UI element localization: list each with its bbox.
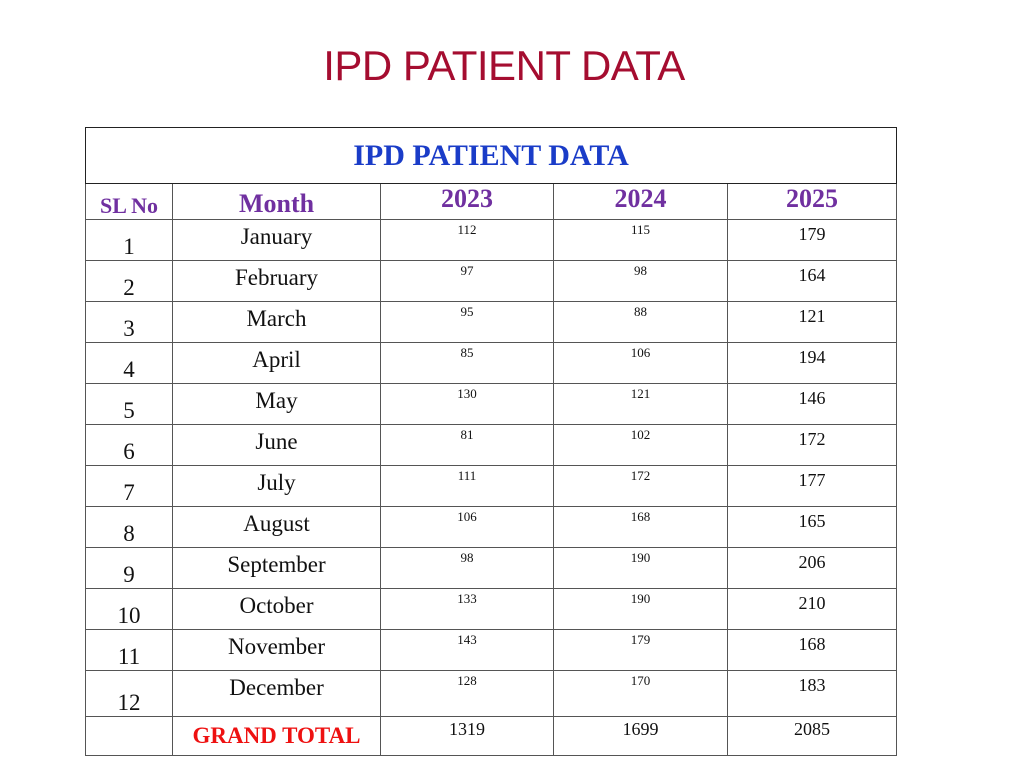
value-2024-cell: 121 xyxy=(553,383,728,425)
month-cell: October xyxy=(172,588,381,630)
value-2024-cell: 190 xyxy=(553,547,728,589)
value-2025-cell: 194 xyxy=(726,342,898,384)
value-2023-cell: 106 xyxy=(380,506,554,548)
value-2023-cell: 130 xyxy=(380,383,554,425)
grand-total-2025: 2085 xyxy=(726,716,898,756)
value-2023-cell: 97 xyxy=(380,260,554,302)
value-2024-cell: 190 xyxy=(553,588,728,630)
value-2024-cell: 115 xyxy=(553,219,728,261)
value-2025-cell: 206 xyxy=(726,547,898,589)
grand-total-label: GRAND TOTAL xyxy=(172,716,381,756)
month-cell: March xyxy=(172,301,381,343)
table-caption-row: IPD PATIENT DATA xyxy=(84,127,898,184)
table-row: 12 December 128 170 183 xyxy=(85,670,898,717)
table-row: 3 March 95 88 121 xyxy=(85,301,898,343)
value-2023-cell: 111 xyxy=(380,465,554,507)
grand-total-empty-cell xyxy=(85,716,173,756)
table-row: 6 June 81 102 172 xyxy=(85,424,898,466)
month-cell: November xyxy=(172,629,381,671)
header-2023: 2023 xyxy=(380,183,554,220)
value-2025-cell: 183 xyxy=(726,670,898,717)
sl-no-cell: 3 xyxy=(85,301,173,343)
value-2025-cell: 121 xyxy=(726,301,898,343)
sl-no-cell: 11 xyxy=(85,629,173,671)
table-row: 1 January 112 115 179 xyxy=(85,219,898,261)
header-sl-no: SL No xyxy=(85,183,173,220)
value-2023-cell: 133 xyxy=(380,588,554,630)
header-month: Month xyxy=(172,183,381,220)
table-row: 11 November 143 179 168 xyxy=(85,629,898,671)
value-2024-cell: 168 xyxy=(553,506,728,548)
value-2025-cell: 177 xyxy=(726,465,898,507)
value-2025-cell: 146 xyxy=(726,383,898,425)
month-cell: August xyxy=(172,506,381,548)
value-2025-cell: 179 xyxy=(726,219,898,261)
sl-no-cell: 4 xyxy=(85,342,173,384)
table-row: 5 May 130 121 146 xyxy=(85,383,898,425)
value-2023-cell: 143 xyxy=(380,629,554,671)
value-2025-cell: 164 xyxy=(726,260,898,302)
sl-no-cell: 5 xyxy=(85,383,173,425)
table-caption: IPD PATIENT DATA xyxy=(84,127,898,184)
slide-title: IPD PATIENT DATA xyxy=(323,42,685,89)
month-cell: February xyxy=(172,260,381,302)
value-2024-cell: 170 xyxy=(553,670,728,717)
value-2025-cell: 168 xyxy=(726,629,898,671)
table-row: 7 July 111 172 177 xyxy=(85,465,898,507)
value-2023-cell: 81 xyxy=(380,424,554,466)
value-2024-cell: 172 xyxy=(553,465,728,507)
sl-no-cell: 9 xyxy=(85,547,173,589)
table-row: 9 September 98 190 206 xyxy=(85,547,898,589)
sl-no-cell: 2 xyxy=(85,260,173,302)
table-row: 2 February 97 98 164 xyxy=(85,260,898,302)
value-2025-cell: 165 xyxy=(726,506,898,548)
month-cell: June xyxy=(172,424,381,466)
sl-no-cell: 12 xyxy=(85,670,173,717)
value-2023-cell: 128 xyxy=(380,670,554,717)
table-row: 10 October 133 190 210 xyxy=(85,588,898,630)
grand-total-row: GRAND TOTAL 1319 1699 2085 xyxy=(85,716,898,756)
value-2024-cell: 179 xyxy=(553,629,728,671)
value-2023-cell: 95 xyxy=(380,301,554,343)
header-2024: 2024 xyxy=(553,183,728,220)
value-2024-cell: 106 xyxy=(553,342,728,384)
patient-data-table: IPD PATIENT DATA SL No Month 2023 2024 2… xyxy=(84,127,898,756)
value-2023-cell: 112 xyxy=(380,219,554,261)
sl-no-cell: 7 xyxy=(85,465,173,507)
month-cell: April xyxy=(172,342,381,384)
month-cell: May xyxy=(172,383,381,425)
table-row: 8 August 106 168 165 xyxy=(85,506,898,548)
sl-no-cell: 8 xyxy=(85,506,173,548)
table-header-row: SL No Month 2023 2024 2025 xyxy=(85,183,898,220)
month-cell: December xyxy=(172,670,381,717)
value-2024-cell: 98 xyxy=(553,260,728,302)
value-2025-cell: 172 xyxy=(726,424,898,466)
value-2024-cell: 102 xyxy=(553,424,728,466)
sl-no-cell: 1 xyxy=(85,219,173,261)
value-2024-cell: 88 xyxy=(553,301,728,343)
value-2023-cell: 85 xyxy=(380,342,554,384)
sl-no-cell: 10 xyxy=(85,588,173,630)
value-2025-cell: 210 xyxy=(726,588,898,630)
month-cell: July xyxy=(172,465,381,507)
month-cell: January xyxy=(172,219,381,261)
sl-no-cell: 6 xyxy=(85,424,173,466)
table-row: 4 April 85 106 194 xyxy=(85,342,898,384)
value-2023-cell: 98 xyxy=(380,547,554,589)
month-cell: September xyxy=(172,547,381,589)
grand-total-2024: 1699 xyxy=(553,716,728,756)
grand-total-2023: 1319 xyxy=(380,716,554,756)
header-2025: 2025 xyxy=(726,183,898,220)
